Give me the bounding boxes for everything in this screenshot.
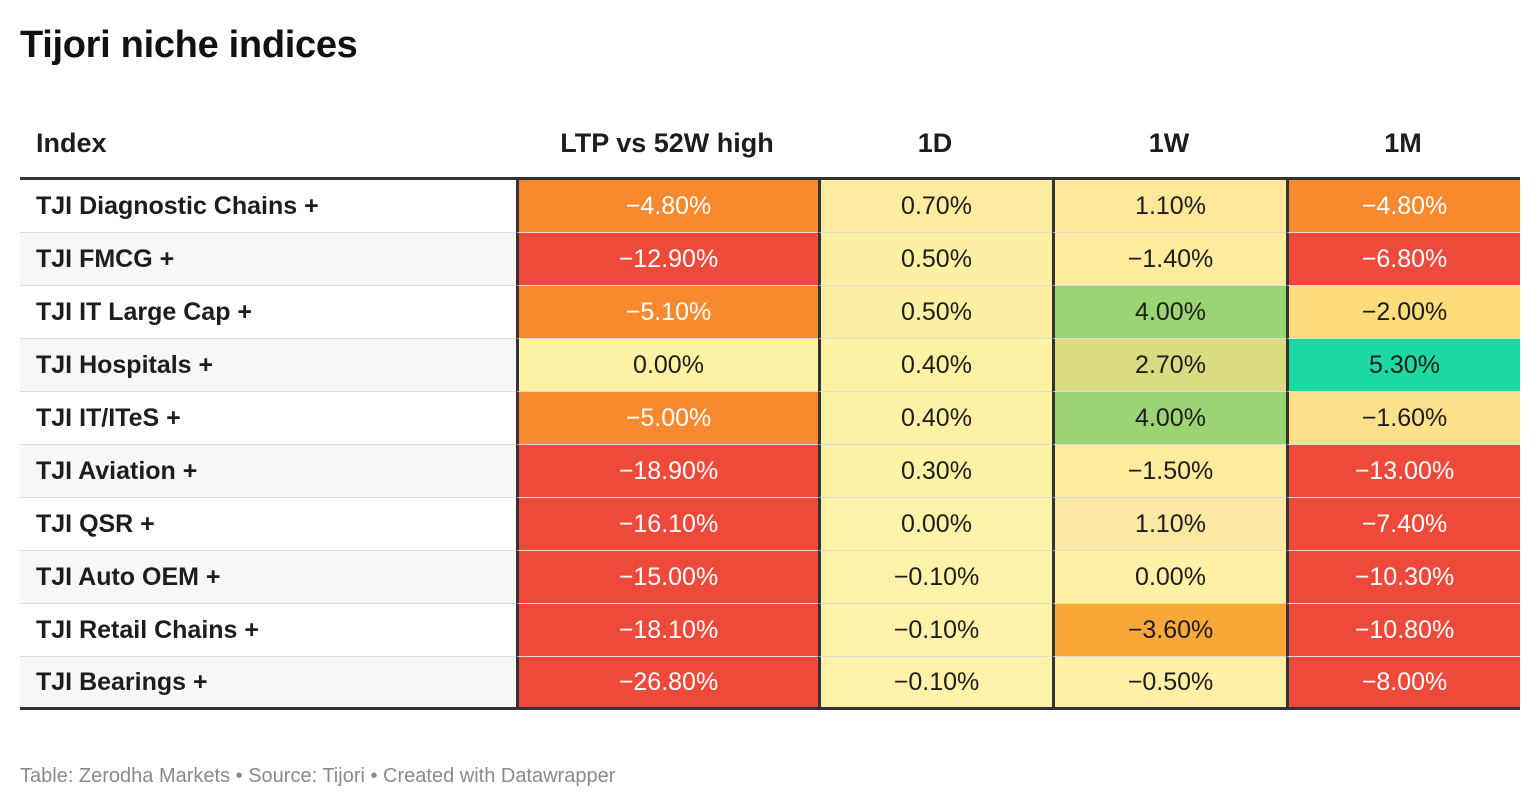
1d-cell: −0.10% xyxy=(818,551,1052,604)
table-body: TJI Diagnostic Chains + −4.80% 0.70% 1.10% −… xyxy=(20,180,1520,710)
1d-cell: 0.40% xyxy=(818,339,1052,392)
table-row: TJI Hospitals +0.00% 0.40% 2.70% 5.30% xyxy=(20,339,1520,392)
ltp-vs-52w-high-cell: −26.80% xyxy=(516,657,818,710)
table-row: TJI FMCG + −12.90% 0.50% −1.40% −6.80% xyxy=(20,233,1520,286)
1m-cell: −8.00% xyxy=(1286,657,1520,710)
1m-cell: −6.80% xyxy=(1286,233,1520,286)
1d-cell: 0.50% xyxy=(818,233,1052,286)
1d-cell: 0.30% xyxy=(818,445,1052,498)
table-row: TJI Retail Chains + −18.10% −0.10% −3.60% −1… xyxy=(20,604,1520,657)
1m-cell: −4.80% xyxy=(1286,180,1520,233)
1d-cell: 0.70% xyxy=(818,180,1052,233)
indices-table-wrapper: Index LTP vs 52W high 1D 1W 1M TJI Diagn… xyxy=(20,110,1520,710)
1m-cell: −10.30% xyxy=(1286,551,1520,604)
1m-cell: −1.60% xyxy=(1286,392,1520,445)
index-name-cell: TJI Retail Chains + xyxy=(20,604,516,657)
1w-cell: 0.00% xyxy=(1052,551,1286,604)
table-row: TJI IT/ITeS + −5.00% 0.40% 4.00% −1.60% xyxy=(20,392,1520,445)
header-row: Index LTP vs 52W high 1D 1W 1M xyxy=(20,110,1520,180)
table-row: TJI IT Large Cap + −5.10% 0.50% 4.00% −2.00% xyxy=(20,286,1520,339)
1d-cell: 0.50% xyxy=(818,286,1052,339)
1w-cell: −1.50% xyxy=(1052,445,1286,498)
index-name-cell: TJI Hospitals + xyxy=(20,339,516,392)
1m-cell: −2.00% xyxy=(1286,286,1520,339)
index-name-cell: TJI IT Large Cap + xyxy=(20,286,516,339)
column-header-ltp-vs-52w-high[interactable]: LTP vs 52W high xyxy=(516,110,818,180)
ltp-vs-52w-high-cell: −5.00% xyxy=(516,392,818,445)
index-name-cell: TJI Aviation + xyxy=(20,445,516,498)
1d-cell: 0.00% xyxy=(818,498,1052,551)
index-name-cell: TJI QSR + xyxy=(20,498,516,551)
1m-cell: −10.80% xyxy=(1286,604,1520,657)
ltp-vs-52w-high-cell: −18.10% xyxy=(516,604,818,657)
1w-cell: −3.60% xyxy=(1052,604,1286,657)
indices-table: Index LTP vs 52W high 1D 1W 1M TJI Diagn… xyxy=(20,110,1520,710)
1m-cell: 5.30% xyxy=(1286,339,1520,392)
index-name-cell: TJI Auto OEM + xyxy=(20,551,516,604)
1m-cell: −7.40% xyxy=(1286,498,1520,551)
1w-cell: 4.00% xyxy=(1052,392,1286,445)
column-header-index[interactable]: Index xyxy=(20,110,516,180)
1w-cell: 1.10% xyxy=(1052,180,1286,233)
column-header-1w[interactable]: 1W xyxy=(1052,110,1286,180)
index-name-cell: TJI Diagnostic Chains + xyxy=(20,180,516,233)
ltp-vs-52w-high-cell: −4.80% xyxy=(516,180,818,233)
1w-cell: −1.40% xyxy=(1052,233,1286,286)
1w-cell: 1.10% xyxy=(1052,498,1286,551)
page-title: Tijori niche indices xyxy=(20,24,358,66)
footer-credit: Table: Zerodha Markets • Source: Tijori … xyxy=(20,765,616,787)
column-header-1m[interactable]: 1M xyxy=(1286,110,1520,180)
1d-cell: −0.10% xyxy=(818,657,1052,710)
1m-cell: −13.00% xyxy=(1286,445,1520,498)
1w-cell: 4.00% xyxy=(1052,286,1286,339)
1d-cell: −0.10% xyxy=(818,604,1052,657)
1w-cell: 2.70% xyxy=(1052,339,1286,392)
ltp-vs-52w-high-cell: −12.90% xyxy=(516,233,818,286)
index-name-cell: TJI FMCG + xyxy=(20,233,516,286)
ltp-vs-52w-high-cell: −16.10% xyxy=(516,498,818,551)
table-row: TJI QSR + −16.10% 0.00% 1.10% −7.40% xyxy=(20,498,1520,551)
1w-cell: −0.50% xyxy=(1052,657,1286,710)
table-row: TJI Bearings + −26.80% −0.10% −0.50% −8.00% xyxy=(20,657,1520,710)
column-header-1d[interactable]: 1D xyxy=(818,110,1052,180)
ltp-vs-52w-high-cell: 0.00% xyxy=(516,339,818,392)
ltp-vs-52w-high-cell: −18.90% xyxy=(516,445,818,498)
ltp-vs-52w-high-cell: −5.10% xyxy=(516,286,818,339)
table-row: TJI Auto OEM + −15.00% −0.10% 0.00% −10.30% xyxy=(20,551,1520,604)
1d-cell: 0.40% xyxy=(818,392,1052,445)
table-row: TJI Aviation + −18.90% 0.30% −1.50% −13.00% xyxy=(20,445,1520,498)
table-row: TJI Diagnostic Chains + −4.80% 0.70% 1.10% −… xyxy=(20,180,1520,233)
index-name-cell: TJI Bearings + xyxy=(20,657,516,710)
ltp-vs-52w-high-cell: −15.00% xyxy=(516,551,818,604)
table-header: Index LTP vs 52W high 1D 1W 1M xyxy=(20,110,1520,180)
index-name-cell: TJI IT/ITeS + xyxy=(20,392,516,445)
